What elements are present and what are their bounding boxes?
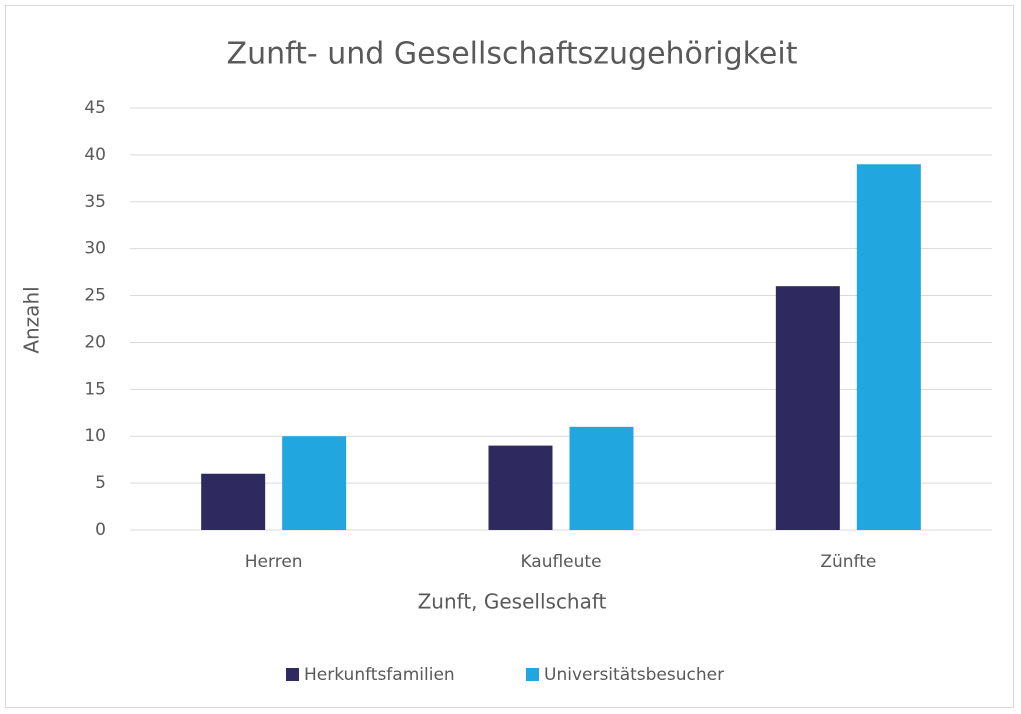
y-tick-label: 0 (95, 520, 106, 540)
chart-border (5, 5, 1014, 708)
x-tick-label: Herren (245, 552, 303, 572)
y-tick-label: 25 (84, 286, 106, 306)
legend-swatch (286, 668, 299, 681)
y-tick-label: 5 (95, 473, 106, 493)
y-tick-label: 35 (84, 192, 106, 212)
x-tick-label: Zünfte (820, 552, 876, 572)
y-tick-label: 30 (84, 239, 106, 259)
y-tick-label: 20 (84, 332, 106, 352)
legend-label: Herkunftsfamilien (304, 665, 455, 685)
bar (856, 164, 921, 530)
y-tick-label: 45 (84, 98, 106, 118)
legend-label: Universitätsbesucher (544, 665, 724, 685)
bar (569, 426, 634, 530)
y-tick-label: 10 (84, 426, 106, 446)
y-tick-label: 15 (84, 379, 106, 399)
x-axis-label: Zunft, Gesellschaft (418, 590, 607, 614)
bar (201, 473, 266, 530)
x-tick-label: Kaufleute (520, 552, 601, 572)
bar (282, 436, 347, 530)
bar (488, 445, 553, 530)
bar (775, 286, 840, 530)
chart-title: Zunft- und Gesellschaftszugehörigkeit (227, 37, 798, 72)
y-axis-label: Anzahl (20, 286, 44, 353)
legend-swatch (526, 668, 539, 681)
y-tick-label: 40 (84, 145, 106, 165)
